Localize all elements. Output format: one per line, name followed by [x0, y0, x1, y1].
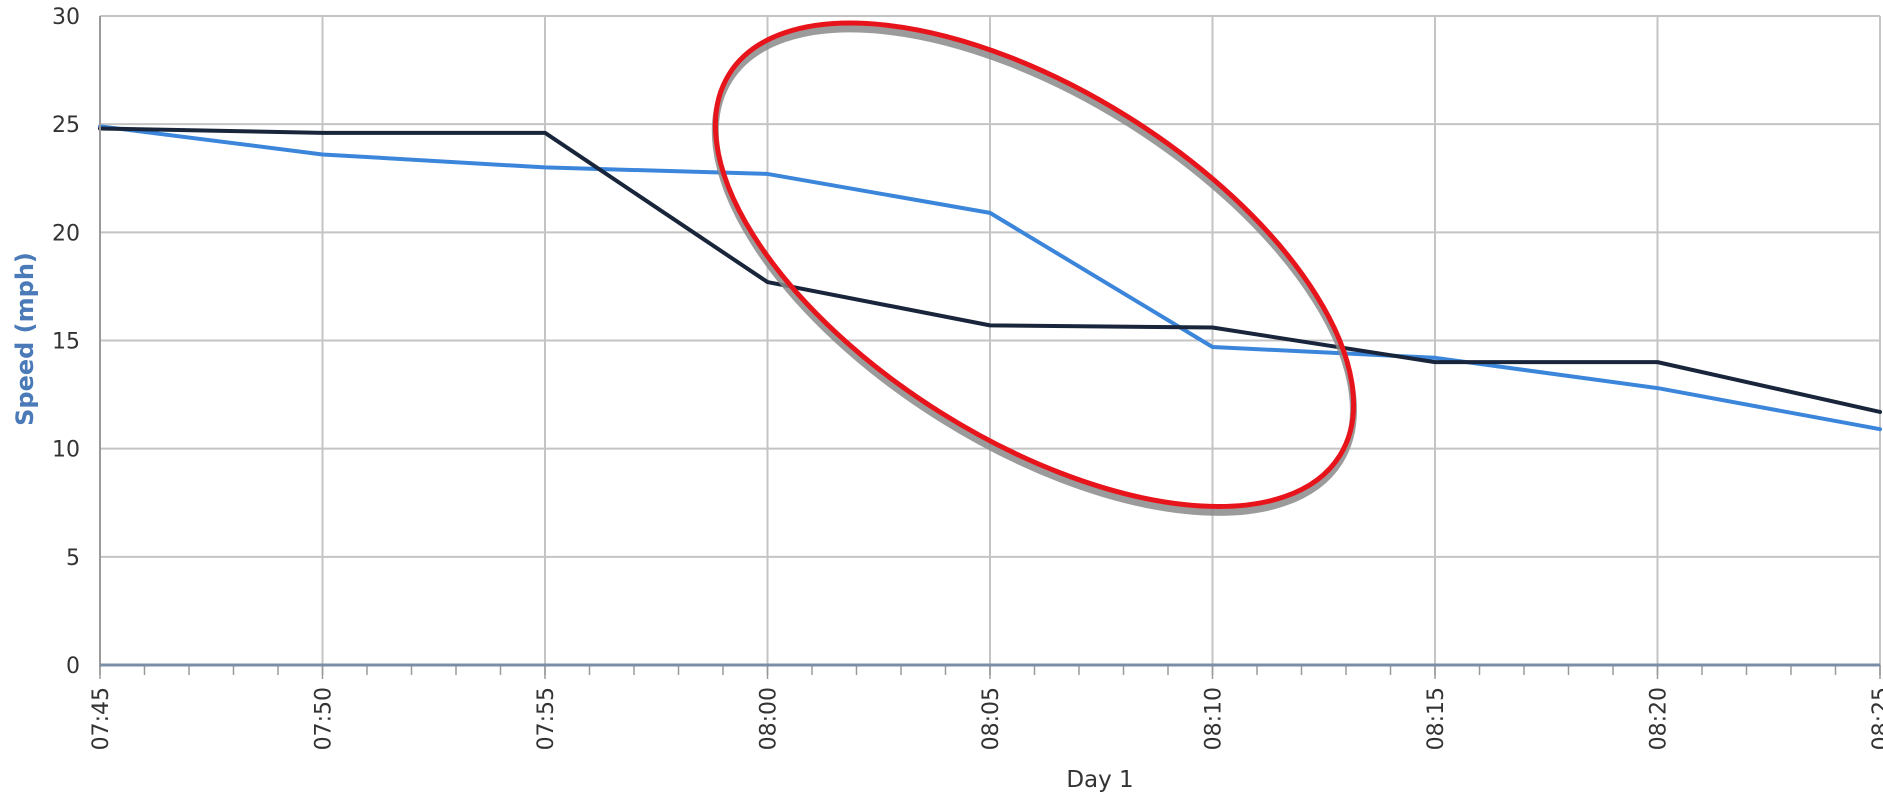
x-tick-label: 08:25 [1869, 687, 1883, 750]
x-tick-label: 08:10 [1202, 687, 1227, 750]
y-axis-title: Speed (mph) [11, 252, 39, 426]
y-tick-label: 20 [52, 221, 80, 246]
y-tick-label: 0 [66, 654, 80, 679]
x-tick-label: 07:50 [312, 687, 337, 750]
x-tick-label: 07:55 [534, 687, 559, 750]
y-tick-label: 10 [52, 438, 80, 463]
y-tick-label: 30 [52, 5, 80, 30]
series-line-2 [98, 126, 1882, 414]
y-tick-label: 15 [52, 330, 80, 355]
annotation-group [711, 20, 1357, 516]
labels: Speed (mph) Day 1 [11, 252, 1134, 793]
x-tick-label: 08:20 [1647, 687, 1672, 750]
grid [99, 15, 1881, 675]
axes: 0 5 10 15 20 25 30 07:45 07:50 07:55 08:00 08:05 08:… [52, 5, 1883, 750]
highlight-ellipse-shadow [711, 25, 1357, 516]
x-tick-label: 08:15 [1424, 687, 1449, 750]
series-line-1 [98, 124, 1882, 432]
x-tick-label: 08:05 [979, 687, 1004, 750]
series-group [98, 124, 1882, 432]
y-tick-label: 25 [52, 113, 80, 138]
y-tick-label: 5 [66, 546, 80, 571]
highlight-ellipse [711, 20, 1357, 516]
x-axis-title: Day 1 [1066, 767, 1133, 792]
x-tick-label: 07:45 [89, 687, 114, 750]
x-tick-label: 08:00 [757, 687, 782, 750]
highlight-ellipse-outline [712, 20, 1357, 509]
